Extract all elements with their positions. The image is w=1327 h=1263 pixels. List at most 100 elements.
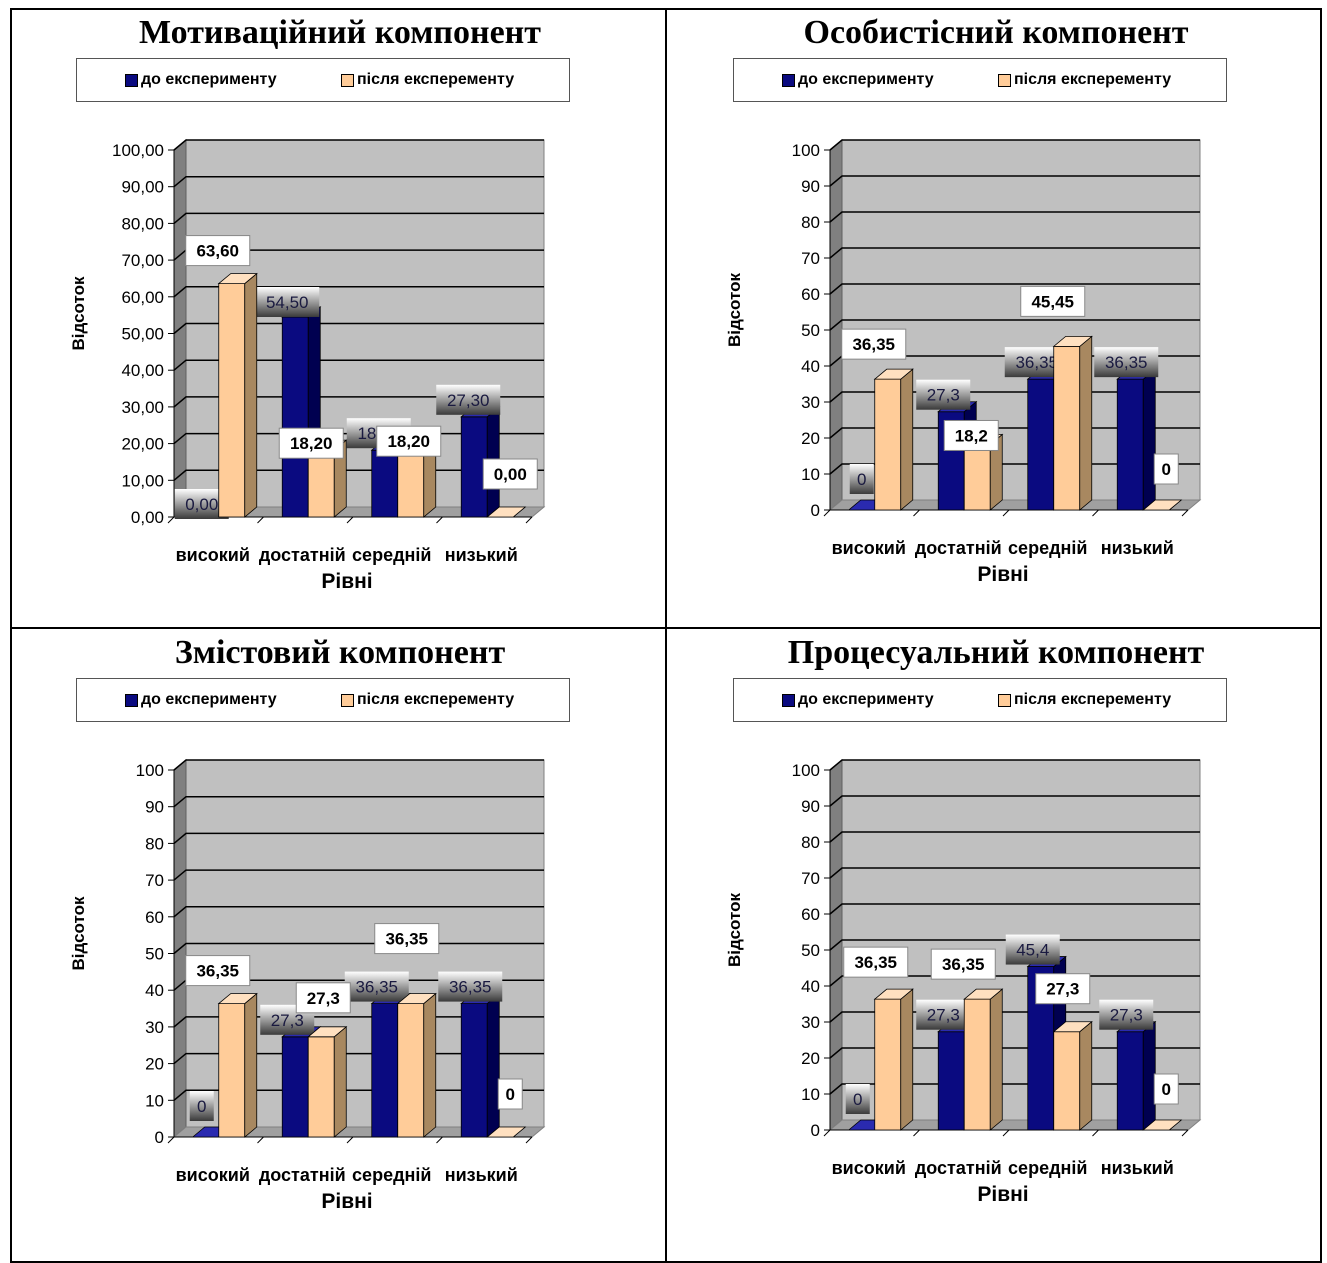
x-category-label: низький [445,545,518,565]
data-label-text: 0 [857,470,866,489]
bar-top [396,993,437,1004]
x-category-label: середній [1008,538,1087,558]
gridline [173,759,544,771]
bar-front [307,1036,335,1138]
gridline [173,869,544,881]
y-tick-label: 40,00 [121,361,164,380]
y-tick-label: 50 [801,321,820,340]
data-label-text: 18,2 [955,426,988,445]
chart-panel-motivational: Мотиваційний компонент до експерименту п… [12,10,668,630]
x-tick-mark [436,516,443,524]
bar-side [423,992,437,1138]
chart-panel-personal: Особистісний компонент до експерименту п… [668,10,1324,630]
gridline [829,759,1200,771]
data-label-text: 27,3 [1110,1006,1143,1025]
y-tick-label: 70 [801,869,820,888]
data-label-box [344,971,409,1002]
bar-top [217,273,258,284]
legend-item-after: після експеременту [341,691,514,709]
y-tick-label: 0 [811,501,820,520]
y-axis-title: Відсоток [725,893,744,967]
bar-front [963,444,991,511]
y-tick-label: 70 [145,871,164,890]
bar-front [397,1003,425,1138]
y-tick-label: 60 [801,905,820,924]
y-tick-label: 100 [792,141,820,160]
data-label-text: 0 [506,1085,515,1104]
gridline [829,939,1200,951]
x-tick-mark [1002,509,1010,517]
data-label-box [916,379,971,410]
data-label: 0 [497,1078,523,1110]
x-tick-mark [1092,1129,1099,1137]
x-axis-title: Рівні [977,563,1028,586]
x-tick-mark [913,509,920,517]
bar-side [486,992,500,1138]
y-tick-label: 70,00 [121,251,164,270]
x-tick-mark [257,1136,264,1144]
data-label-box [1020,285,1086,317]
y-tick-label: 90 [801,797,820,816]
data-label: 45,45 [1020,285,1086,317]
gridline [829,283,1200,295]
data-label: 45,4 [1005,934,1060,965]
bar-front [281,316,309,518]
data-label-text: 0 [1162,460,1171,479]
y-tick-label: 60 [801,285,820,304]
y-axis-title: Відсоток [69,896,88,970]
gridline [829,175,1200,187]
x-category-label: високий [832,538,906,558]
bar-side [900,988,914,1131]
data-label-text: 18,20 [387,432,430,451]
data-label-box [255,286,320,317]
legend-item-after: після експеременту [998,691,1171,709]
data-label-box [189,1091,214,1121]
data-label-text: 36,35 [942,955,985,974]
y-tick-label: 60 [145,908,164,927]
gridline [829,139,1200,151]
bar-top [1142,499,1183,511]
table-horizontal-divider [10,627,1322,629]
data-label-text: 27,3 [1046,980,1079,999]
legend-item-before: до експерименту [125,691,277,709]
bar-top [1052,335,1093,347]
gridline [829,247,1200,259]
data-label-text: 36,35 [854,953,897,972]
data-label: 0 [845,1084,870,1114]
bar-side [989,988,1003,1131]
data-label: 27,3 [295,982,351,1014]
bar-front [937,1031,965,1131]
data-label: 36,35 [438,971,503,1002]
data-label: 36,35 [185,955,251,987]
chart-title: Особистісний компонент [803,14,1189,51]
legend-item-after: після експеременту [341,71,514,89]
bar [963,988,1004,1131]
table-vertical-divider [665,8,667,1263]
chart-panel-content: Змістовий компонент до експерименту післ… [12,630,668,1250]
bar-front [963,998,991,1131]
data-label-text: 27,3 [271,1011,304,1030]
bar-chart: 0,00 10,00 20,00 30,00 40,00 50,00 60,00 70,00 8… [69,138,546,593]
gridline [829,1011,1200,1023]
x-axis-title: Рівні [321,570,372,593]
legend-label-after: після експеременту [1014,691,1172,708]
bar-side [244,272,258,518]
data-label: 54,50 [255,286,320,317]
data-label: 0 [849,464,874,494]
gridline [173,795,544,808]
y-tick-label: 50,00 [121,325,164,344]
x-category-label: середній [352,1165,431,1185]
data-label-box [482,458,538,490]
y-tick-label: 0 [155,1128,164,1147]
y-axis-title: Відсоток [725,273,744,347]
y-axis-title: Відсоток [69,276,88,350]
x-tick-mark [257,516,264,524]
y-tick-label: 40 [801,357,820,376]
bar [1052,1020,1093,1131]
data-label-text: 0 [853,1090,862,1109]
x-tick-mark [167,1136,175,1144]
x-category-label: низький [445,1165,518,1185]
y-tick-label: 20,00 [121,435,164,454]
x-category-label: середній [352,545,431,565]
data-label-box [497,1078,523,1110]
